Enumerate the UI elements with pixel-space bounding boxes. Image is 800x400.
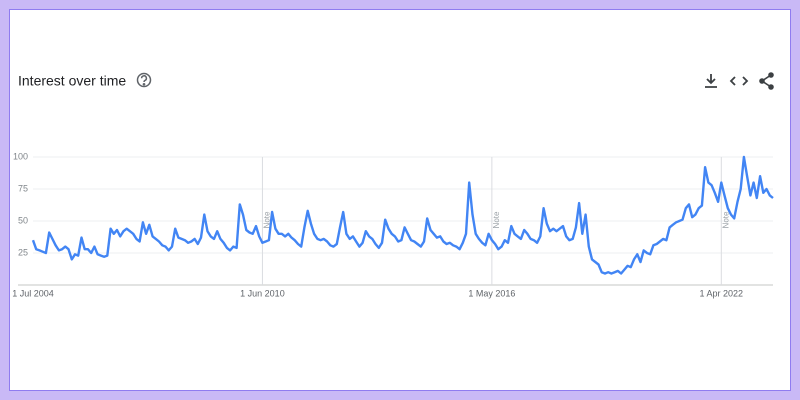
card [9,9,791,391]
embed-icon[interactable] [729,76,749,86]
y-tick-label: 75 [18,183,28,193]
help-icon[interactable] [136,72,152,88]
x-tick-label: 1 May 2016 [468,288,515,298]
y-tick-label: 25 [18,247,28,257]
note-label: Note [721,211,730,228]
x-tick-label: 1 Jul 2004 [12,288,54,298]
y-tick-label: 100 [13,151,28,161]
x-tick-label: 1 Jun 2010 [240,288,285,298]
x-tick-label: 1 Apr 2022 [700,288,744,298]
y-tick-label: 50 [18,215,28,225]
download-icon[interactable] [705,74,717,88]
note-label: Note [492,211,501,228]
note-label: Note [263,211,272,228]
share-icon[interactable] [759,72,774,90]
chart-title: Interest over time [18,73,126,89]
trend-line [31,155,774,275]
